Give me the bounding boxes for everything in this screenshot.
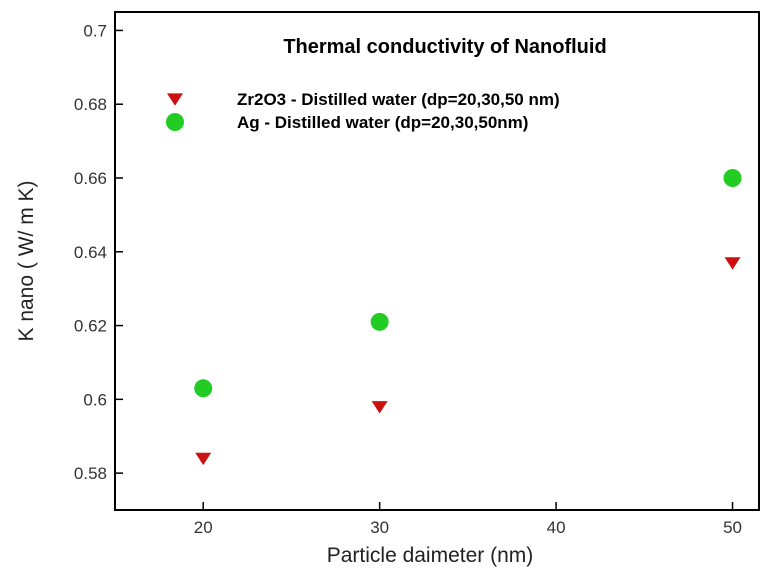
legend-label: Ag - Distilled water (dp=20,30,50nm) (237, 113, 528, 132)
y-tick-label: 0.62 (74, 317, 107, 336)
chart-title: Thermal conductivity of Nanofluid (283, 36, 606, 58)
y-tick-label: 0.68 (74, 95, 107, 114)
y-tick-label: 0.66 (74, 169, 107, 188)
data-point-ag (723, 169, 742, 187)
data-point-ag (194, 379, 213, 398)
data-point-ag (370, 312, 389, 331)
y-tick-label: 0.64 (74, 243, 107, 262)
y-tick-label: 0.58 (74, 464, 107, 483)
x-axis-title: Particle daimeter (nm) (327, 544, 534, 567)
plot-area-frame (114, 11, 760, 511)
y-axis-title: K nano ( W/ m K) (15, 180, 38, 341)
x-tick-label: 30 (370, 518, 389, 537)
data-point-zr2o3 (195, 452, 212, 466)
legend-marker-zr2o3 (167, 93, 183, 106)
data-point-zr2o3 (724, 257, 741, 270)
y-tick-label: 0.7 (83, 21, 107, 40)
x-tick-label: 40 (547, 518, 566, 537)
legend: Zr2O3 - Distilled water (dp=20,30,50 nm)… (166, 90, 560, 132)
data-point-zr2o3 (371, 401, 388, 414)
legend-label: Zr2O3 - Distilled water (dp=20,30,50 nm) (237, 90, 560, 109)
legend-marker-ag (166, 113, 184, 131)
axis-ticks: 20 30 40 50 0.58 0.6 0.62 0.64 0.66 0.68 0.7 (74, 21, 742, 537)
x-tick-label: 20 (194, 518, 213, 537)
y-tick-label: 0.6 (83, 390, 107, 409)
x-tick-label: 50 (723, 518, 742, 537)
data-marks (194, 169, 742, 466)
